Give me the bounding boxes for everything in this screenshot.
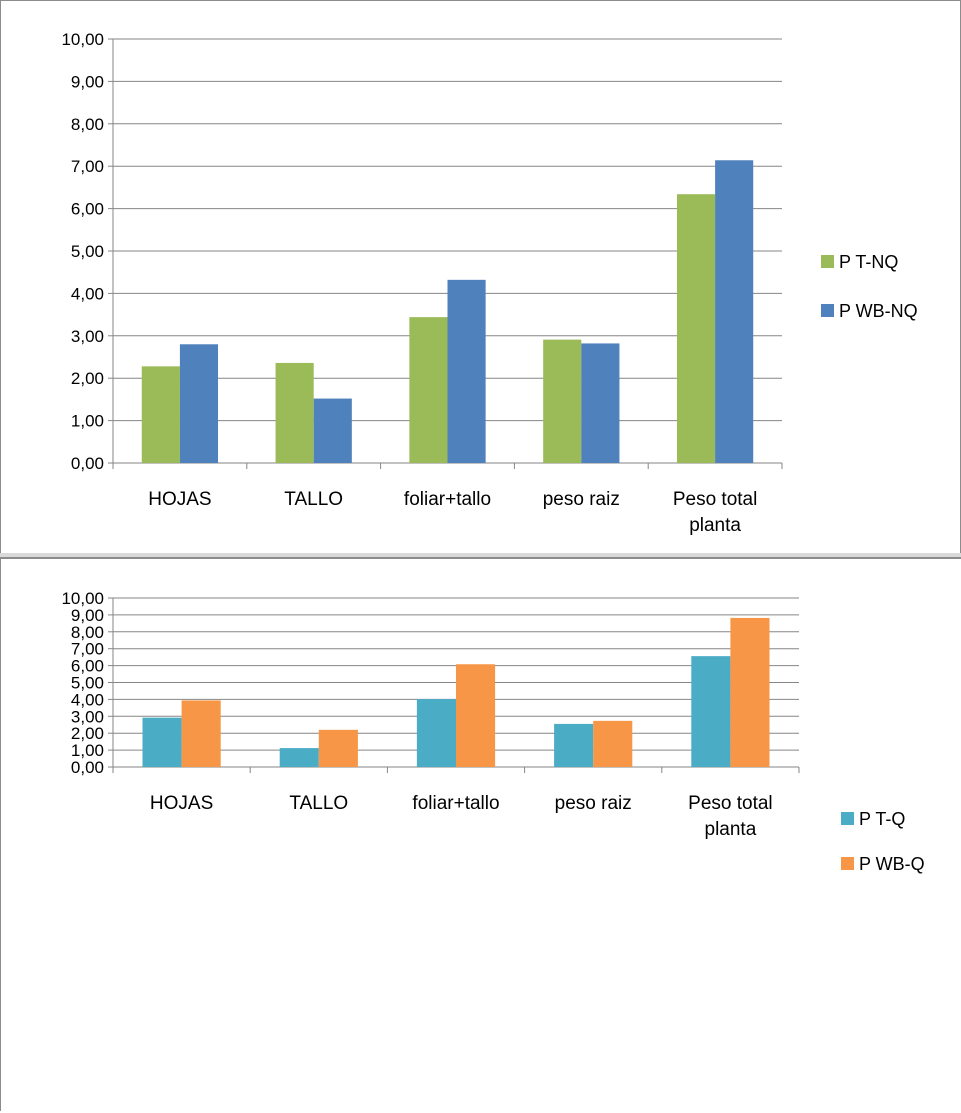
- bar: [593, 720, 633, 767]
- y-tick-label: 5,00: [71, 674, 104, 693]
- chart-panel-bottom: 0,00 1,00 2,00 3,00 4,00 5,00 6,00 7,00 8,00 9,00…: [0, 557, 961, 1111]
- x-category-label: planta: [705, 819, 757, 840]
- bar: [447, 279, 486, 463]
- y-tick-label: 6,00: [71, 200, 104, 219]
- bar: [676, 194, 716, 463]
- bar: [730, 617, 770, 767]
- x-category-label: peso raiz: [543, 489, 620, 510]
- y-tick-label: 3,00: [71, 707, 104, 726]
- y-tick-label: 2,00: [71, 369, 104, 388]
- x-category-label: foliar+tallo: [412, 793, 499, 814]
- x-category-label: Peso total: [673, 489, 758, 510]
- panel-divider: [0, 553, 961, 557]
- y-tick-label: 1,00: [71, 741, 104, 760]
- bar: [456, 664, 496, 767]
- y-tick-label: 1,00: [71, 412, 104, 431]
- y-tick-label: 10,00: [61, 30, 104, 49]
- bar: [275, 362, 314, 463]
- bar: [691, 656, 731, 767]
- x-category-label: foliar+tallo: [404, 489, 491, 510]
- bar: [179, 344, 219, 463]
- bar: [318, 729, 358, 767]
- y-tick-label: 10,00: [61, 589, 104, 608]
- y-tick-label: 6,00: [71, 657, 104, 676]
- y-tick-label: 9,00: [71, 606, 104, 625]
- x-category-label: TALLO: [289, 793, 348, 814]
- x-category-label: Peso total: [688, 793, 773, 814]
- y-tick-label: 5,00: [71, 242, 104, 261]
- bar: [409, 317, 448, 463]
- bar: [181, 700, 221, 767]
- y-tick-label: 9,00: [71, 72, 104, 91]
- bar: [141, 366, 180, 463]
- x-category-label: HOJAS: [150, 793, 213, 814]
- y-tick-label: 2,00: [71, 724, 104, 743]
- legend-swatch: [841, 812, 854, 825]
- y-tick-label: 0,00: [71, 758, 104, 777]
- y-tick-label: 0,00: [71, 454, 104, 473]
- y-tick-label: 4,00: [71, 284, 104, 303]
- legend-swatch: [841, 857, 854, 870]
- bar: [554, 723, 594, 767]
- bar: [279, 748, 319, 767]
- x-category-label: TALLO: [284, 489, 343, 510]
- y-tick-label: 7,00: [71, 157, 104, 176]
- legend-swatch: [821, 255, 834, 268]
- legend-label: P WB-NQ: [839, 301, 918, 321]
- bar: [313, 398, 352, 463]
- chart-panel-top: 0,00 1,00 2,00 3,00 4,00 5,00 6,00 7,00 8,00 9,00…: [0, 0, 961, 555]
- bar-chart-top: 0,00 1,00 2,00 3,00 4,00 5,00 6,00 7,00 8,00 9,00…: [61, 30, 918, 536]
- legend-label: P T-NQ: [839, 252, 898, 272]
- y-tick-label: 3,00: [71, 327, 104, 346]
- y-tick-label: 4,00: [71, 690, 104, 709]
- y-tick-label: 8,00: [71, 623, 104, 642]
- x-category-label: planta: [689, 515, 741, 536]
- x-category-label: peso raiz: [555, 793, 632, 814]
- legend-label: P WB-Q: [859, 854, 925, 874]
- legend-label: P T-Q: [859, 809, 905, 829]
- y-tick-label: 7,00: [71, 640, 104, 659]
- y-tick-label: 8,00: [71, 115, 104, 134]
- bar: [416, 699, 456, 767]
- x-category-label: HOJAS: [148, 489, 211, 510]
- legend-swatch: [821, 304, 834, 317]
- bar-chart-bottom: 0,001,002,003,004,005,006,007,008,009,00…: [61, 589, 925, 874]
- bar: [715, 160, 754, 463]
- bar: [543, 339, 582, 463]
- bar: [581, 343, 620, 463]
- bar: [142, 717, 182, 767]
